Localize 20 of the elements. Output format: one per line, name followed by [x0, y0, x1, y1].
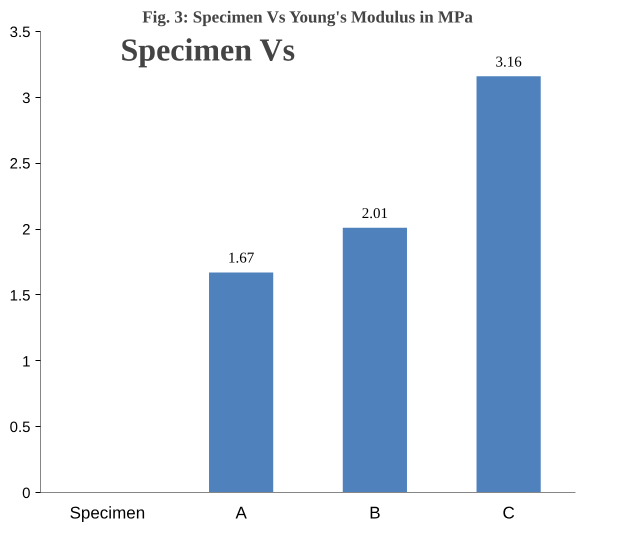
y-tick-label: 1.5 [10, 287, 31, 304]
y-tick-label: 2 [22, 222, 30, 239]
x-tick-label: B [369, 504, 381, 522]
y-tick-label: 0.5 [10, 419, 31, 436]
y-tick-label: 0 [22, 485, 30, 502]
y-tick-label: 2.5 [10, 156, 31, 173]
annotation: Specimen Vs [120, 32, 296, 68]
x-tick-label: A [235, 504, 248, 522]
bar [209, 272, 274, 492]
chart-title: Fig. 3: Specimen Vs Young's Modulus in MPa [142, 8, 474, 26]
bar [342, 228, 407, 492]
y-tick-label: 1 [22, 353, 30, 370]
x-tick-label: Specimen [70, 504, 146, 522]
x-tick-label: C [502, 504, 515, 522]
data-label: 1.67 [228, 250, 255, 267]
data-label: 3.16 [496, 54, 522, 70]
y-tick-label: 3 [22, 90, 30, 107]
data-label: 2.01 [362, 206, 388, 222]
bar [476, 76, 541, 492]
y-tick-label: 3.5 [10, 24, 31, 41]
